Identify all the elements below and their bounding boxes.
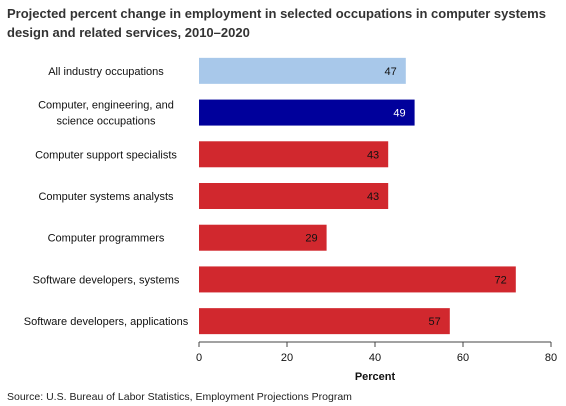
x-tick-label-1: 20 — [281, 352, 293, 364]
data-label-5: 72 — [495, 274, 507, 286]
x-tick-label-3: 60 — [457, 352, 469, 364]
bar-3 — [199, 183, 389, 209]
x-tick-label-2: 40 — [369, 352, 381, 364]
source-note: Source: U.S. Bureau of Labor Statistics,… — [7, 391, 352, 403]
category-label-2: Computer support specialists — [35, 149, 177, 161]
bar-6 — [199, 308, 450, 335]
data-label-4: 29 — [305, 233, 317, 245]
category-label-3: Computer systems analysts — [38, 191, 174, 203]
x-axis-title: Percent — [355, 371, 396, 383]
data-label-1: 49 — [393, 108, 405, 120]
category-label-6: Software developers, applications — [24, 316, 189, 328]
x-tick-label-0: 0 — [196, 352, 202, 364]
x-tick-label-4: 80 — [545, 352, 557, 364]
bar-1 — [199, 99, 415, 126]
data-label-2: 43 — [367, 149, 379, 161]
category-label-0: All industry occupations — [48, 66, 164, 78]
data-label-6: 57 — [429, 316, 441, 328]
category-label-4: Computer programmers — [48, 233, 165, 245]
category-label-1: Computer, engineering, and science occupa… — [38, 100, 174, 128]
data-label-0: 47 — [385, 66, 397, 78]
bar-4 — [199, 224, 327, 251]
bar-0 — [199, 57, 406, 84]
bar-5 — [199, 266, 516, 293]
data-label-3: 43 — [367, 191, 379, 203]
bar-2 — [199, 141, 389, 168]
category-label-5: Software developers, systems — [33, 274, 180, 286]
chart-title: Projected percent change in employment i… — [7, 6, 546, 40]
